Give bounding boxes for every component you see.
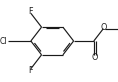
Text: F: F [28,66,33,75]
Text: F: F [28,7,33,16]
Text: Cl: Cl [0,36,7,46]
Text: O: O [101,23,107,32]
Text: O: O [91,53,98,62]
